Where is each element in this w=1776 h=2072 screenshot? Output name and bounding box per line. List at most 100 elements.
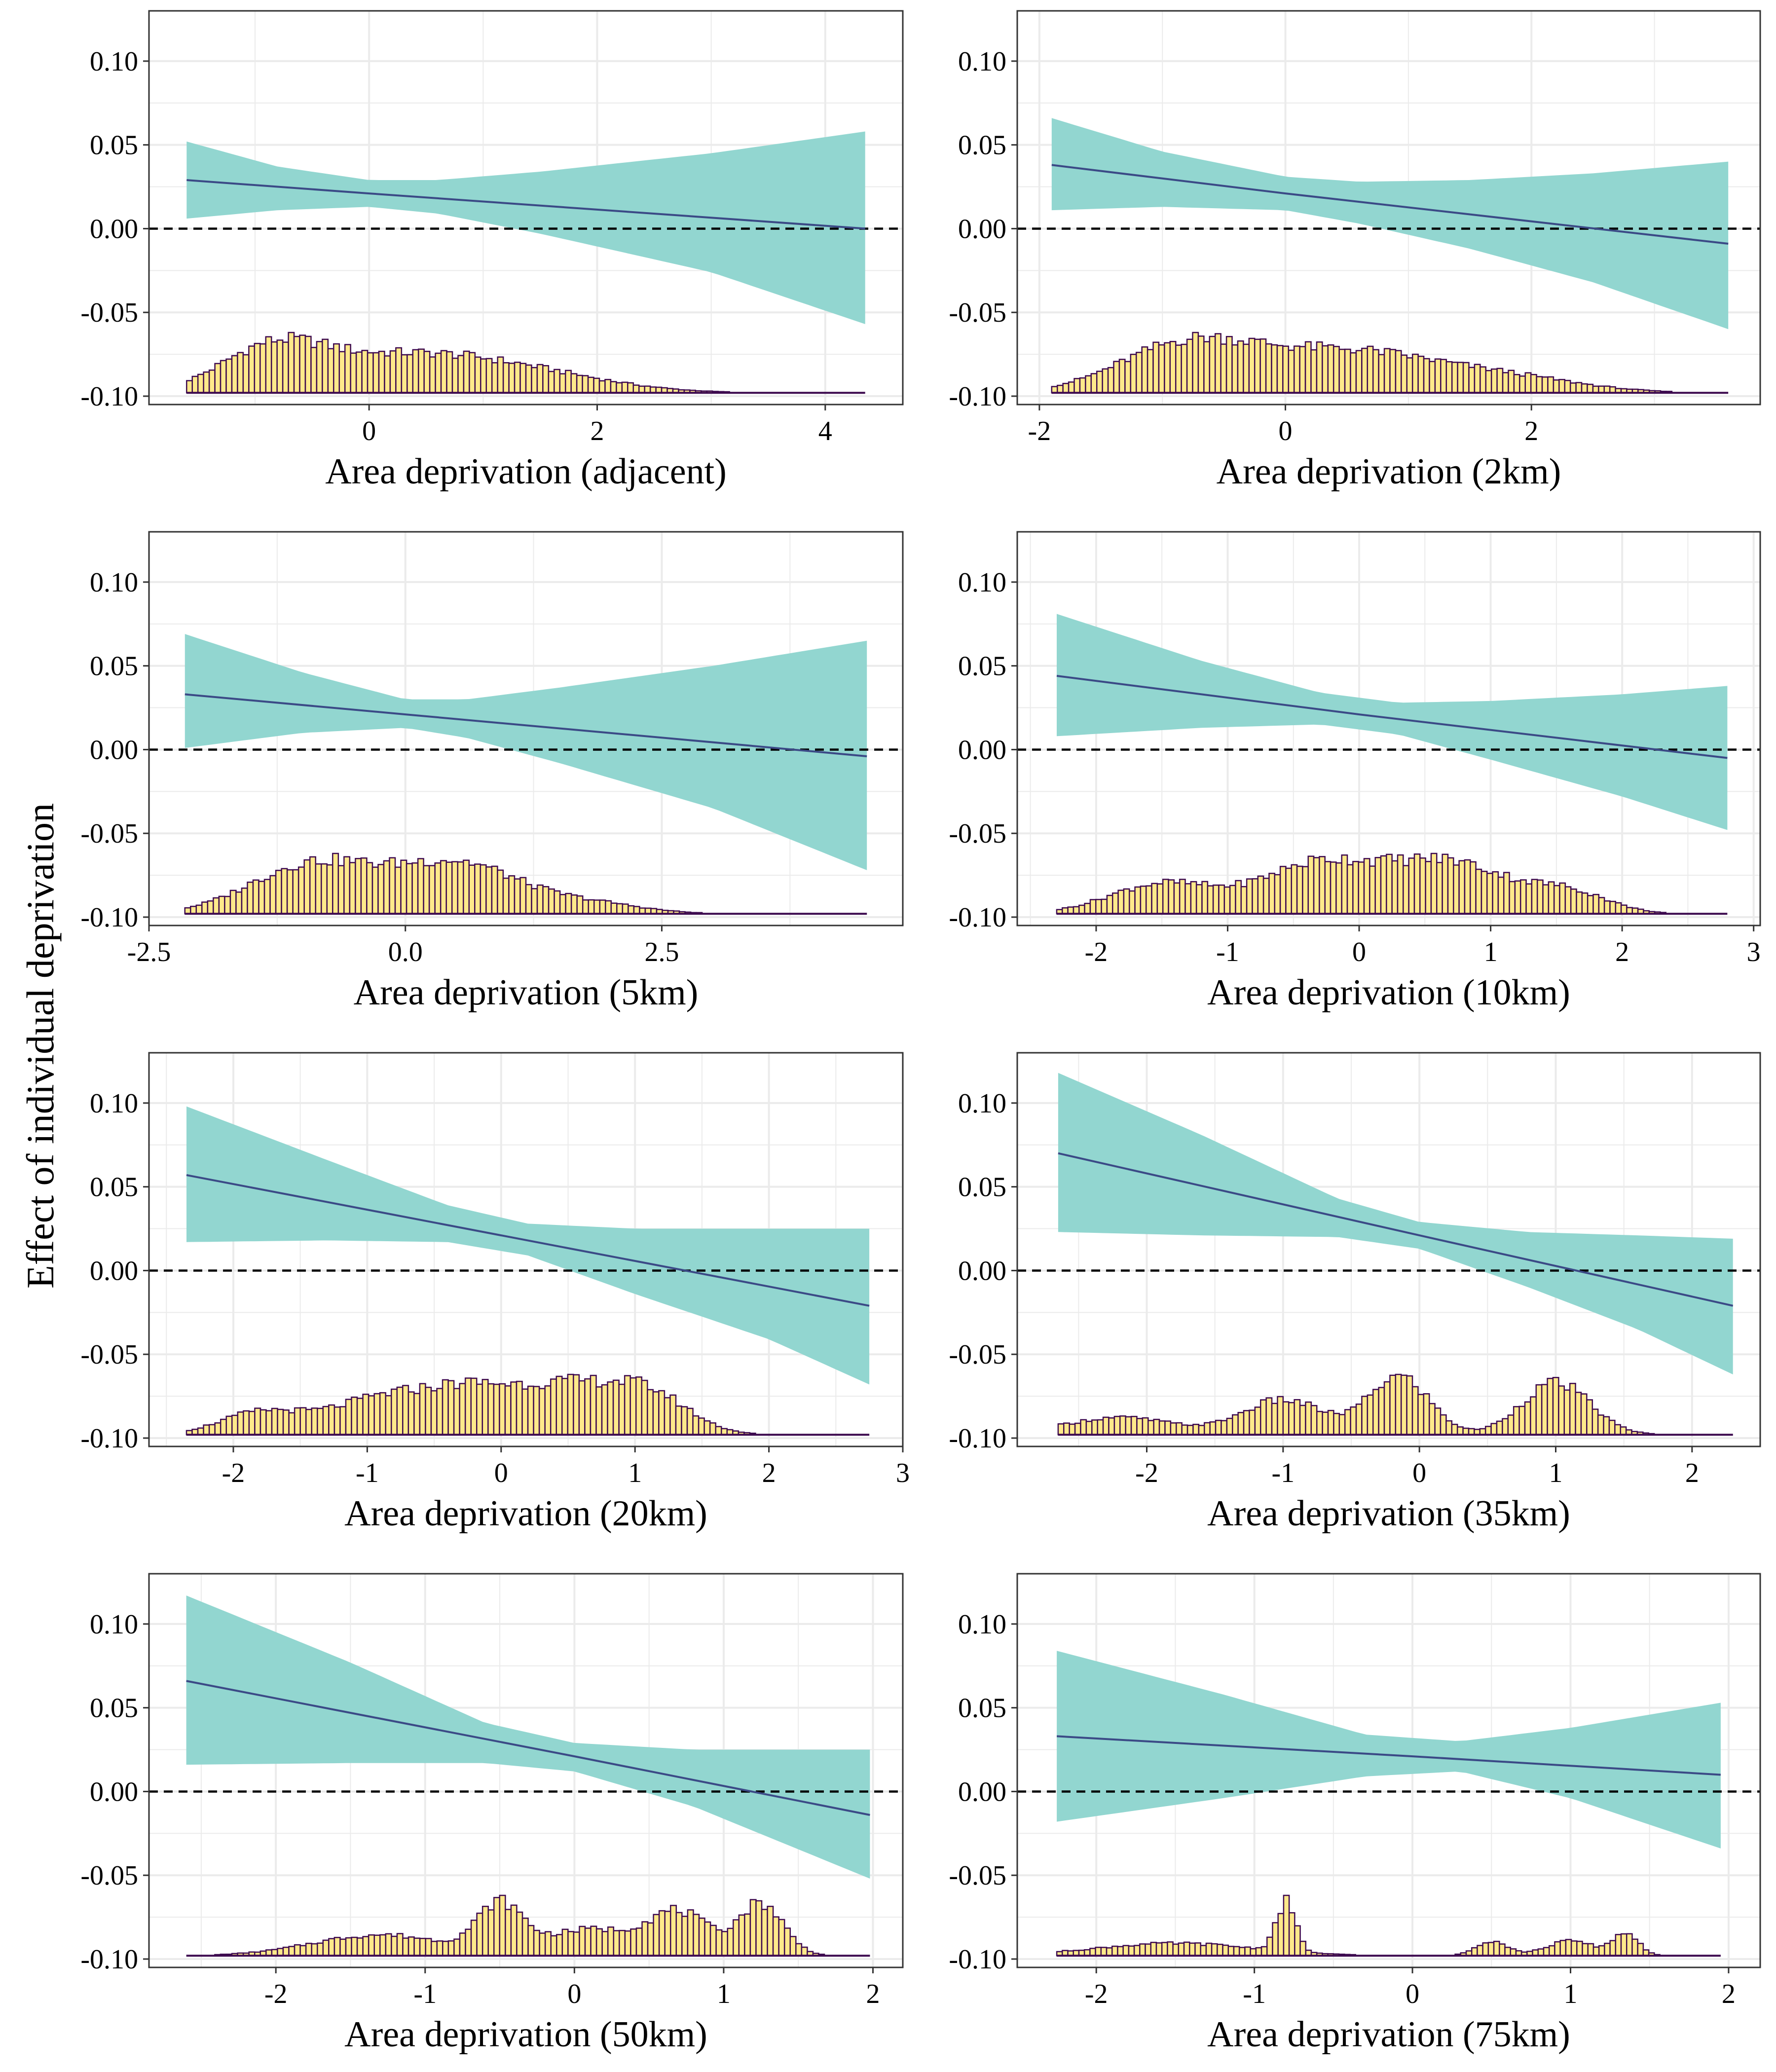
histogram-bar — [1316, 341, 1323, 394]
histogram-bar — [286, 869, 294, 915]
histogram-bar — [624, 1930, 631, 1957]
histogram-bar — [1419, 857, 1426, 915]
histogram-bar — [270, 341, 278, 394]
histogram-bar — [1133, 1945, 1141, 1957]
histogram-bar — [647, 1922, 654, 1957]
y-tick-label: 0.05 — [958, 130, 1006, 161]
y-tick-label: -0.05 — [949, 297, 1006, 328]
histogram-bar — [559, 894, 566, 915]
histogram-bar — [1423, 1393, 1430, 1436]
estimate-line — [186, 179, 865, 230]
histogram-bar — [384, 355, 391, 394]
confidence-band — [1058, 1073, 1733, 1374]
x-tick-label: 1 — [628, 1458, 642, 1488]
histogram-bar — [1383, 348, 1391, 394]
histogram-bar — [1464, 859, 1471, 915]
histogram-bar — [1367, 345, 1374, 394]
histogram-bar — [638, 385, 645, 394]
histogram-bar — [542, 886, 550, 915]
histogram-bar — [333, 1937, 341, 1957]
histogram-bar — [1554, 1941, 1561, 1957]
histogram-bar — [282, 341, 289, 394]
histogram-bar — [349, 862, 356, 915]
histogram-bar — [402, 1385, 409, 1436]
histogram-bar — [277, 1948, 284, 1957]
histogram-bar — [664, 1911, 671, 1957]
confidence-band — [186, 1106, 870, 1385]
histogram-bar — [761, 1909, 768, 1957]
histogram-bar — [1238, 1947, 1246, 1957]
histogram-bar — [1350, 352, 1357, 394]
histogram-bar — [1458, 860, 1466, 915]
histogram-bar — [1233, 1946, 1240, 1957]
histogram-bar — [305, 1942, 312, 1957]
histogram-bar — [1276, 345, 1284, 394]
histogram-bar — [361, 350, 369, 394]
histogram-bar — [1536, 879, 1544, 915]
histogram-bar — [539, 1932, 546, 1957]
estimate-line — [1051, 164, 1729, 245]
histogram-bar — [1170, 1422, 1177, 1436]
y-tick-label: -0.10 — [949, 902, 1006, 933]
histogram-bar — [407, 1936, 415, 1957]
histogram-bar — [310, 347, 318, 394]
histogram-bar — [516, 1911, 523, 1957]
histogram-bar — [425, 1938, 432, 1957]
y-tick-label: 0.00 — [90, 735, 138, 765]
histogram-bar — [619, 1929, 626, 1957]
histogram-bar — [502, 877, 510, 915]
histogram-bar — [1499, 1943, 1506, 1957]
y-tick-label: 0.10 — [90, 567, 138, 598]
histogram-bar — [1128, 1945, 1135, 1957]
histogram-bar — [453, 1388, 460, 1436]
histogram-bar — [1198, 1425, 1205, 1436]
histogram-bar — [1565, 1939, 1572, 1957]
histogram-bar — [1440, 1414, 1447, 1436]
histogram-bar — [653, 1914, 660, 1957]
histogram-bar — [391, 1935, 398, 1957]
histogram-bar — [1125, 1416, 1132, 1436]
histogram-bar — [1207, 885, 1214, 915]
y-tick-label: 0.10 — [958, 46, 1006, 77]
histogram-bar — [259, 1409, 267, 1436]
histogram-bar — [1307, 855, 1315, 915]
histogram-bar — [576, 374, 583, 394]
histogram-bar — [630, 1928, 637, 1957]
histogram-bar — [1411, 1386, 1419, 1436]
histogram-bar — [1175, 344, 1182, 394]
histogram-bar — [1477, 1945, 1483, 1957]
histogram-bar — [294, 1944, 301, 1957]
panel-5: -0.10 -0.05 0.00 0.05 0.10 -2 -1 0 1 2 3 Area depri… — [80, 1052, 910, 1534]
histogram-bar — [698, 1417, 705, 1436]
histogram-bar — [1525, 883, 1533, 915]
histogram-bar — [675, 1912, 683, 1957]
histogram-bar — [1592, 385, 1599, 394]
histogram-bar — [419, 1383, 426, 1436]
panel-border — [1016, 531, 1761, 926]
histogram-bar — [265, 1410, 273, 1436]
histogram-bar — [588, 899, 595, 915]
histogram-bar — [1338, 348, 1346, 394]
panel-border — [148, 531, 904, 926]
histogram-bar — [556, 1934, 563, 1957]
histogram-bar — [1429, 361, 1436, 394]
histogram-bar — [428, 865, 436, 915]
histogram-bar — [1474, 364, 1481, 394]
histogram-bar — [491, 865, 498, 915]
histogram-bar — [235, 891, 243, 915]
histogram-bar — [480, 864, 487, 915]
histogram-bar — [491, 362, 498, 394]
histogram-bar — [277, 1408, 284, 1436]
histogram-bar — [231, 355, 238, 394]
histogram-bar — [527, 1385, 534, 1436]
plot-area — [149, 11, 903, 405]
histogram-bar — [1117, 1946, 1124, 1957]
histogram-bar — [252, 879, 259, 915]
histogram-bar — [1095, 899, 1102, 915]
histogram-bar — [1485, 370, 1492, 394]
histogram-bar — [570, 894, 578, 915]
histogram-bar — [567, 1931, 575, 1957]
x-axis-title: Area deprivation (50km) — [344, 2014, 707, 2055]
y-tick-label: 0.00 — [90, 1776, 138, 1807]
